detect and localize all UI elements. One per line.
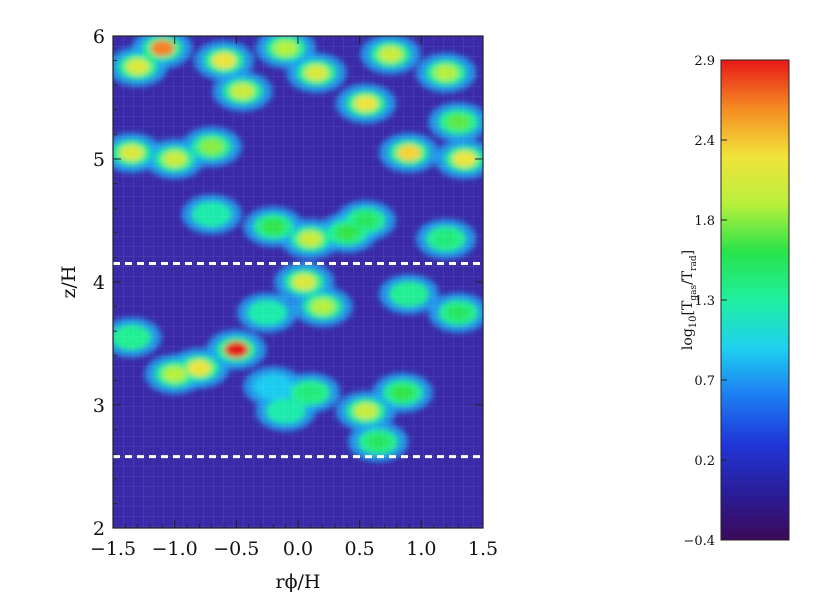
y-tick-label: 6 (93, 26, 105, 48)
x-axis-title: rϕ/H (275, 571, 320, 593)
y-tick-label: 2 (93, 518, 105, 540)
x-tick-label: 0.5 (345, 538, 375, 560)
y-tick-label: 5 (93, 149, 105, 171)
colorbar-tick-label: 2.9 (694, 54, 715, 69)
colorbar-ticks: −0.4 0.2 0.7 1.3 1.8 2.4 2.9 (683, 54, 727, 549)
x-tick-label: 1.0 (406, 538, 436, 560)
colorbar-tick-label: −0.4 (683, 534, 715, 549)
heatmap-plot-area (112, 35, 484, 529)
x-tick-label: −1.5 (90, 538, 136, 560)
x-axis: −1.5 −1.0 −0.5 0.0 0.5 1.0 1.5 (90, 36, 498, 560)
x-tick-label: −1.0 (152, 538, 198, 560)
colorbar-tick-label: 1.8 (694, 214, 715, 229)
x-tick-label: −0.5 (213, 538, 259, 560)
colorbar-gradient (720, 59, 790, 541)
y-tick-label: 3 (93, 395, 105, 417)
colorbar-title: log10[Tgas/Trad] (680, 250, 699, 350)
y-axis: 2 3 4 5 6 (93, 26, 483, 540)
reference-lines (113, 262, 483, 459)
x-tick-label: 0.0 (283, 538, 313, 560)
colorbar-tick-label: 0.7 (694, 374, 715, 389)
heatmap-grid-texture (113, 36, 483, 528)
y-axis-title: z/H (58, 266, 80, 299)
colorbar: −0.4 0.2 0.7 1.3 1.8 2.4 2.9 log10[Tgas/Trad] (680, 54, 790, 549)
colorbar-tick-label: 0.2 (694, 454, 715, 469)
x-tick-label: 1.5 (468, 538, 498, 560)
y-tick-label: 4 (93, 272, 105, 294)
colorbar-tick-label: 1.3 (694, 294, 715, 309)
colorbar-tick-label: 2.4 (694, 134, 715, 149)
